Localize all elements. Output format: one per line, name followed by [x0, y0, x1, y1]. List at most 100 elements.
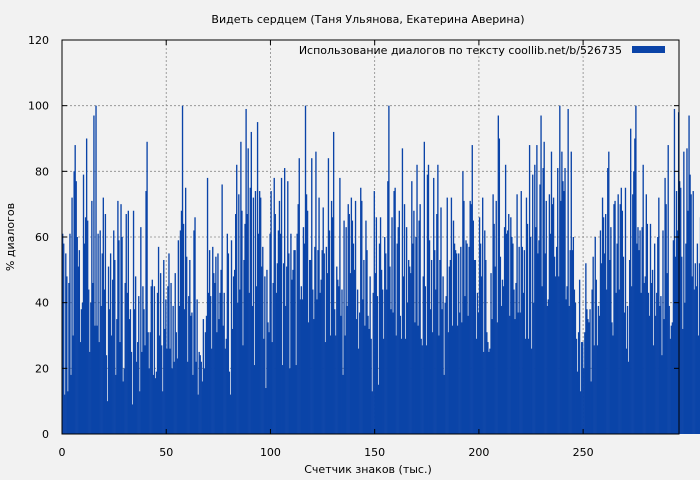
bar — [484, 230, 486, 434]
y-tick-label: 120 — [28, 34, 49, 47]
bar — [105, 355, 108, 434]
bar — [393, 191, 395, 434]
bar — [133, 309, 136, 434]
bar — [130, 351, 133, 434]
bar — [669, 338, 671, 434]
bar — [535, 227, 537, 434]
bar — [289, 368, 291, 434]
bar — [491, 319, 493, 434]
bar — [663, 319, 665, 434]
bar — [188, 296, 190, 434]
bar — [307, 322, 310, 434]
bar — [632, 194, 634, 434]
bar — [371, 391, 373, 434]
bar — [606, 289, 608, 434]
bar — [124, 282, 126, 434]
bar — [77, 266, 79, 434]
bar — [556, 246, 558, 434]
bar — [557, 168, 559, 435]
bar — [554, 276, 557, 434]
bar — [375, 217, 378, 434]
bar — [154, 378, 157, 434]
bar — [504, 164, 507, 434]
bar — [463, 200, 465, 434]
bar — [334, 309, 336, 434]
bar — [648, 315, 651, 434]
bar — [158, 335, 161, 434]
bar — [395, 335, 397, 434]
bar — [657, 237, 659, 434]
bar — [171, 368, 173, 434]
bar — [513, 289, 515, 434]
bar — [687, 210, 689, 434]
bar — [655, 315, 657, 434]
bar — [387, 181, 389, 434]
bar — [277, 230, 280, 434]
bar — [563, 191, 565, 434]
bar — [428, 240, 431, 434]
bar — [574, 302, 577, 434]
bar — [383, 338, 385, 434]
bar — [468, 246, 470, 434]
bar — [455, 253, 458, 434]
bar — [528, 145, 531, 435]
bar — [453, 243, 456, 434]
bar — [246, 214, 248, 434]
bar — [391, 217, 393, 434]
bar — [562, 181, 564, 434]
bar — [673, 108, 676, 434]
bar — [618, 289, 620, 434]
bar — [508, 214, 510, 434]
bar — [364, 325, 366, 434]
bar — [573, 289, 576, 434]
chart-title: Видеть сердцем (Таня Ульянова, Екатерина… — [211, 13, 524, 26]
bar — [177, 240, 180, 434]
bar — [248, 292, 250, 434]
bar — [425, 345, 428, 434]
bar — [402, 276, 405, 434]
bar — [401, 148, 404, 434]
bar — [337, 279, 339, 434]
bar — [596, 345, 599, 434]
bar — [410, 273, 412, 434]
bar — [73, 171, 75, 435]
bar — [621, 210, 624, 434]
bar — [63, 243, 65, 434]
bar — [429, 309, 432, 434]
bar — [228, 371, 231, 434]
bar — [168, 253, 170, 434]
bar — [314, 246, 316, 434]
bar — [151, 279, 153, 434]
bar — [178, 305, 181, 434]
bar — [70, 374, 72, 434]
bar — [293, 250, 295, 434]
bar — [213, 273, 215, 434]
bar — [449, 259, 452, 434]
bar — [534, 164, 536, 434]
bar — [97, 233, 99, 434]
bar — [642, 164, 644, 434]
bar — [532, 174, 534, 434]
bar — [359, 312, 361, 434]
bar — [354, 200, 357, 434]
bar — [175, 332, 177, 434]
bar — [454, 250, 457, 434]
bar — [643, 282, 645, 434]
bar — [451, 325, 454, 434]
bar — [122, 381, 124, 434]
bar — [503, 227, 506, 434]
bar — [135, 361, 138, 434]
bar — [166, 348, 168, 434]
bar — [665, 204, 667, 434]
bar — [108, 309, 111, 434]
bar — [695, 286, 698, 434]
bar — [257, 233, 260, 434]
bar — [79, 342, 82, 434]
bar — [322, 207, 324, 434]
bar — [255, 286, 258, 434]
bar — [372, 292, 374, 434]
bar — [346, 305, 348, 434]
bar — [380, 269, 383, 434]
bar — [680, 187, 682, 434]
bar — [430, 259, 433, 434]
